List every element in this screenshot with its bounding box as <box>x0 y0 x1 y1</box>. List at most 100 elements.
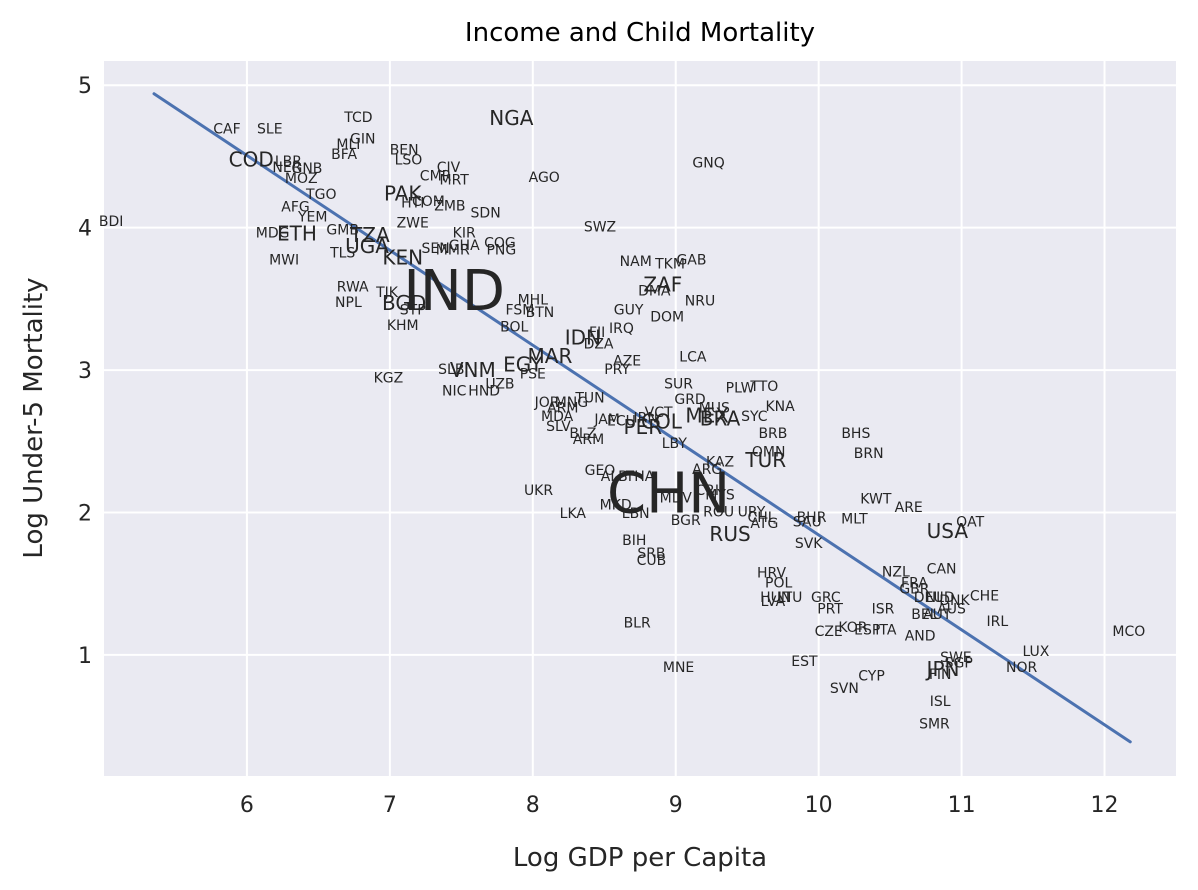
point-bfa: BFA <box>331 147 357 163</box>
point-com: COM <box>412 194 445 210</box>
point-per: PER <box>624 415 663 439</box>
point-gnb: GNB <box>291 161 322 177</box>
point-rus: RUS <box>709 522 750 546</box>
point-ltu: LTU <box>778 590 803 606</box>
point-and: AND <box>905 628 936 644</box>
point-bgr: BGR <box>671 513 701 529</box>
point-lca: LCA <box>679 349 707 365</box>
point-chl: CHL <box>747 510 775 526</box>
point-ner: NER <box>272 160 301 176</box>
point-col: COL <box>641 409 683 433</box>
point-are: ARE <box>895 500 923 516</box>
point-rwa: RWA <box>337 279 369 295</box>
point-irn: IRN <box>634 411 658 427</box>
point-ken: KEN <box>382 246 423 270</box>
point-aus: AUS <box>937 601 966 617</box>
point-nld: NLD <box>926 590 955 606</box>
point-mda: MDA <box>541 409 574 425</box>
point-aut: AUT <box>923 607 952 623</box>
y-tick-label-4: 4 <box>78 217 92 242</box>
point-lka: LKA <box>560 506 587 522</box>
point-ury: URY <box>738 505 766 521</box>
chart-title: Income and Child Mortality <box>465 18 815 48</box>
point-ind: IND <box>403 259 505 324</box>
point-tha: THA <box>625 469 655 485</box>
point-eth: ETH <box>277 221 317 245</box>
point-tun: TUN <box>574 391 604 407</box>
point-slv: SLV <box>546 419 571 435</box>
point-nzl: NZL <box>882 564 910 580</box>
point-dom: DOM <box>650 309 684 325</box>
point-jam: JAM <box>593 412 620 428</box>
point-caf: CAF <box>213 121 240 137</box>
point-arm: ARM <box>547 401 578 417</box>
point-tgo: TGO <box>305 187 336 203</box>
point-idn: IDN <box>565 325 601 349</box>
point-mdg: MDG <box>256 225 290 241</box>
point-smr: SMR <box>919 717 950 733</box>
point-qat: QAT <box>956 514 985 530</box>
point-sau: SAU <box>793 514 822 530</box>
point-lby: LBY <box>662 436 688 452</box>
x-tick-label-12: 12 <box>1091 793 1119 818</box>
point-nor: NOR <box>1006 660 1037 676</box>
point-blr: BLR <box>624 616 651 632</box>
point-cmr: CMR <box>420 168 452 184</box>
point-usa: USA <box>927 519 969 543</box>
point-egy: EGY <box>503 352 543 376</box>
point-mrt: MRT <box>440 173 470 189</box>
point-gbr: GBR <box>899 581 929 597</box>
point-bgd: BGD <box>382 291 426 315</box>
point-aze: AZE <box>613 354 641 370</box>
point-mys: MYS <box>705 487 735 503</box>
point-grd: GRD <box>674 392 705 408</box>
point-mhl: MHL <box>518 292 549 308</box>
x-axis-ticks: 6 7 8 9 10 11 12 <box>240 793 1119 818</box>
point-kor: KOR <box>838 620 867 636</box>
point-isl: ISL <box>930 694 951 710</box>
point-dnk: DNK <box>939 593 970 609</box>
point-zaf: ZAF <box>643 273 682 297</box>
point-bol: BOL <box>500 319 528 335</box>
point-lbn: LBN <box>622 506 650 522</box>
regression-line <box>152 92 1132 744</box>
point-gab: GAB <box>676 252 706 268</box>
point-guy: GUY <box>614 302 644 318</box>
point-swz: SWZ <box>584 220 616 236</box>
point-ago: AGO <box>529 170 560 186</box>
point-cyp: CYP <box>858 668 885 684</box>
point-rou: ROU <box>703 505 734 521</box>
point-mwi: MWI <box>269 252 299 268</box>
y-tick-label-1: 1 <box>78 644 92 669</box>
point-pse: PSE <box>520 366 546 382</box>
point-cub: CUB <box>637 553 667 569</box>
point-arg: ARG <box>692 462 722 478</box>
point-mus: MUS <box>699 401 730 417</box>
x-axis-label: Log GDP per Capita <box>513 843 767 873</box>
regression-line-group <box>152 92 1132 744</box>
point-sen: SEN <box>421 241 449 257</box>
point-hrv: HRV <box>757 566 786 582</box>
point-brn: BRN <box>854 446 884 462</box>
x-tick-label-8: 8 <box>526 793 540 818</box>
point-tto: TTO <box>749 379 778 395</box>
point-png: PNG <box>486 242 516 258</box>
point-nam: NAM <box>620 254 652 270</box>
point-gha: GHA <box>449 238 480 254</box>
point-hnd: HND <box>468 383 500 399</box>
point-zmb: ZMB <box>434 198 465 214</box>
point-bih: BIH <box>622 533 646 549</box>
x-tick-label-10: 10 <box>805 793 833 818</box>
point-prt: PRT <box>817 601 843 617</box>
point-sle: SLE <box>257 121 283 137</box>
point-fin: FIN <box>929 667 952 683</box>
point-nga: NGA <box>489 106 533 130</box>
point-pry: PRY <box>604 362 630 378</box>
point-nic: NIC <box>442 383 467 399</box>
point-tcd: TCD <box>343 110 372 126</box>
point-ita: ITA <box>875 623 897 639</box>
point-sgp: SGP <box>945 655 973 671</box>
point-deu: DEU <box>914 590 944 606</box>
